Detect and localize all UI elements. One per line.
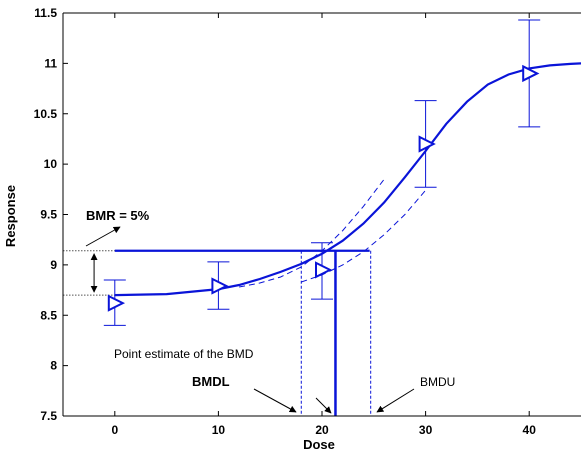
data-point: [315, 261, 333, 279]
data-point: [418, 135, 436, 153]
bmdl-label: BMDL: [192, 374, 230, 389]
point-estimate-label: Point estimate of the BMD: [114, 347, 254, 361]
x-tick-label: 40: [523, 423, 537, 437]
y-tick-label: 10.5: [34, 107, 58, 121]
y-tick-label: 11: [44, 56, 57, 70]
x-tick-label: 10: [212, 423, 226, 437]
y-axis-title: Response: [3, 185, 18, 247]
plot-area: [63, 19, 581, 416]
bmr-label: BMR = 5%: [86, 208, 150, 223]
y-tick-label: 8.5: [40, 308, 57, 322]
y-tick-label: 9: [50, 258, 57, 272]
y-tick-label: 7.5: [40, 409, 57, 423]
y-tick-label: 11.5: [34, 6, 57, 20]
bmdl-pointer-arrow: [253, 388, 297, 413]
confidence-upper: [239, 178, 385, 288]
x-tick-label: 0: [111, 423, 118, 437]
data-point: [522, 64, 540, 83]
bmdu-pointer-arrow: [376, 388, 415, 413]
data-point: [107, 294, 126, 312]
fitted-curve: [114, 62, 581, 297]
data-point: [211, 277, 229, 295]
bmr-pointer-arrow: [85, 226, 121, 247]
y-tick-label: 9.5: [40, 208, 57, 222]
y-tick-label: 10: [44, 157, 58, 171]
bmdu-label: BMDU: [420, 375, 455, 389]
x-axis-title: Dose: [303, 437, 335, 452]
annotations: BMR = 5% Point estimate of the BMD BMDL BMD…: [85, 208, 455, 414]
x-tick-label: 20: [315, 423, 329, 437]
axes: 0 10 20 30 40 7.5 8 8.5 9 9.5 10 10.5 11 11.5: [34, 6, 581, 437]
y-tick-label: 8: [50, 359, 57, 373]
x-tick-label: 30: [419, 423, 433, 437]
bmd-pointer-arrow: [315, 397, 332, 414]
